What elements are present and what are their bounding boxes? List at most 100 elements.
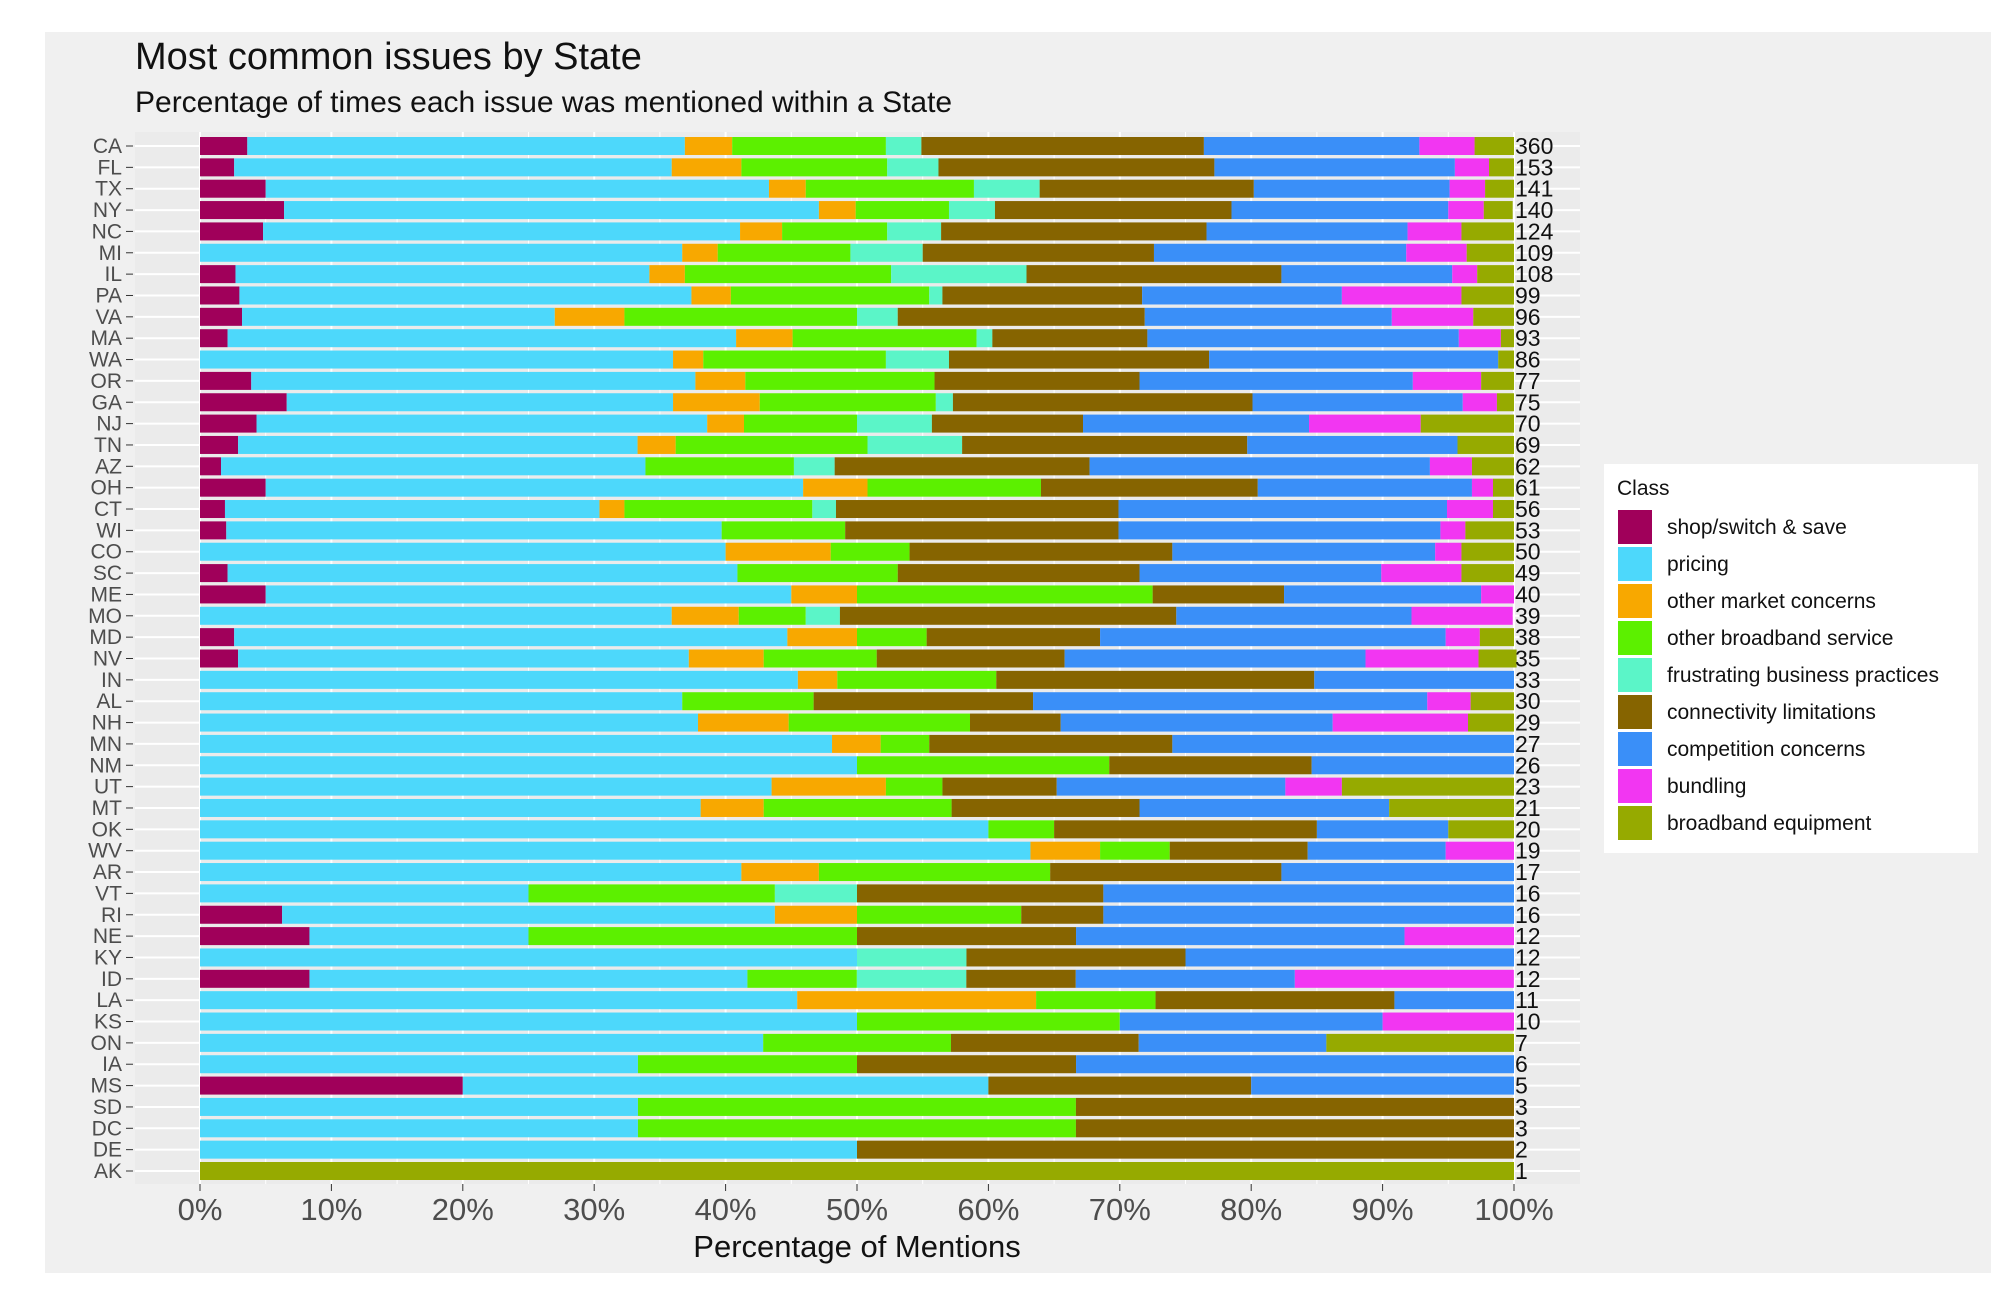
y-tick-label: MO [88,605,122,628]
bar-segment-other-broadband-service [885,777,943,796]
bar-segment-competition-concerns [1076,927,1405,946]
bar-segment-bundling [1481,585,1514,604]
bar-CO [200,542,1514,561]
bar-segment-shop-switch-save [200,371,252,390]
bar-segment-connectivity-limitations [994,201,1232,220]
bar-segment-broadband-equipment [1477,265,1514,284]
y-tick-label: IA [102,1053,122,1076]
count-label: 7 [1515,1030,1528,1056]
y-tick-label: TN [94,434,122,457]
bar-WI [200,521,1514,540]
bar-FL [200,158,1514,177]
bar-segment-shop-switch-save [200,500,225,519]
y-tick-label: TX [95,178,122,201]
bar-segment-competition-concerns [1083,414,1310,433]
bar-segment-bundling [1309,414,1421,433]
bar-segment-pricing [234,628,788,647]
bar-segment-shop-switch-save [200,179,266,198]
bar-segment-connectivity-limitations [966,948,1186,967]
bar-segment-connectivity-limitations [934,371,1140,390]
bar-segment-competition-concerns [1314,670,1514,689]
bar-segment-connectivity-limitations [992,329,1148,348]
bar-segment-connectivity-limitations [921,137,1204,155]
bar-segment-pricing [234,158,672,177]
bar-segment-broadband-equipment [1489,158,1514,177]
bar-segment-competition-concerns [1033,692,1428,711]
bar-segment-bundling [1429,457,1472,476]
bar-segment-pricing [200,991,798,1010]
bar-segment-broadband-equipment [1474,137,1514,155]
bar-NE [200,927,1514,946]
bar-segment-other-broadband-service [703,350,886,369]
bar-VT [200,884,1514,903]
bar-segment-shop-switch-save [200,158,235,177]
bar-segment-competition-concerns [1153,243,1407,262]
bar-segment-bundling [1332,713,1469,732]
bar-segment-other-market-concerns [673,350,704,369]
y-tick-label: VT [95,882,122,905]
legend-label: broadband equipment [1667,812,1871,835]
x-axis-title: Percentage of Mentions [693,1229,1020,1264]
bar-segment-bundling [1458,329,1501,348]
y-tick-label: NY [93,199,122,222]
count-label: 3 [1515,1115,1528,1141]
bar-segment-other-market-concerns [698,713,789,732]
bar-segment-pricing [309,969,748,988]
bar-segment-other-broadband-service [732,137,886,155]
count-label: 49 [1515,560,1541,586]
bar-segment-pricing [238,435,638,454]
bar-segment-bundling [1452,265,1478,284]
legend-swatch [1618,658,1652,692]
bar-segment-other-market-concerns [768,179,806,198]
bar-segment-bundling [1419,137,1475,155]
bar-AK [200,1162,1514,1180]
y-tick-label: NV [93,648,122,671]
bar-segment-shop-switch-save [200,927,310,946]
bar-segment-pricing [200,350,674,369]
legend-label: connectivity limitations [1667,701,1876,724]
bar-TX [200,179,1514,198]
bar-segment-connectivity-limitations [1169,841,1308,860]
legend-label: pricing [1667,553,1729,576]
bar-segment-broadband-equipment [1461,222,1514,241]
bar-segment-pricing [309,927,529,946]
bar-segment-connectivity-limitations [948,350,1210,369]
bar-segment-frustrating-business-practices [887,222,942,241]
count-label: 50 [1515,539,1541,565]
bar-segment-frustrating-business-practices [774,884,857,903]
count-label: 16 [1515,902,1541,928]
y-tick-label: AZ [95,455,122,478]
bar-segment-other-broadband-service [747,969,857,988]
y-tick-label: RI [101,904,122,927]
bar-segment-other-broadband-service [830,542,910,561]
bar-segment-pricing [200,884,529,903]
bar-segment-other-broadband-service [857,628,927,647]
bar-segment-connectivity-limitations [897,564,1140,583]
y-tick-label: ID [101,968,122,991]
y-tick-label: OH [91,477,123,500]
bar-SC [200,564,1514,583]
bar-IN [200,670,1514,689]
bar-segment-competition-concerns [1251,1076,1514,1095]
y-tick-label: MD [89,626,122,649]
bar-segment-other-broadband-service [855,201,949,220]
bar-segment-other-market-concerns [707,414,744,433]
bar-IA [200,1055,1514,1074]
bar-segment-shop-switch-save [200,137,248,155]
bar-segment-pricing [284,201,819,220]
count-label: 109 [1515,240,1553,266]
bar-segment-shop-switch-save [200,393,287,412]
bar-segment-bundling [1448,201,1484,220]
count-label: 61 [1515,475,1541,501]
y-tick-label: IN [101,669,122,692]
bar-segment-competition-concerns [1311,756,1514,775]
bar-segment-frustrating-business-practices [948,201,995,220]
y-tick-label: MS [91,1075,123,1098]
y-tick-label: KS [94,1011,122,1034]
y-tick-label: PA [96,284,122,307]
bar-segment-broadband-equipment [200,1162,1514,1180]
bar-segment-pricing [200,820,989,839]
bar-segment-other-broadband-service [857,585,1153,604]
bar-segment-bundling [1404,927,1514,946]
bar-segment-pricing [221,457,646,476]
